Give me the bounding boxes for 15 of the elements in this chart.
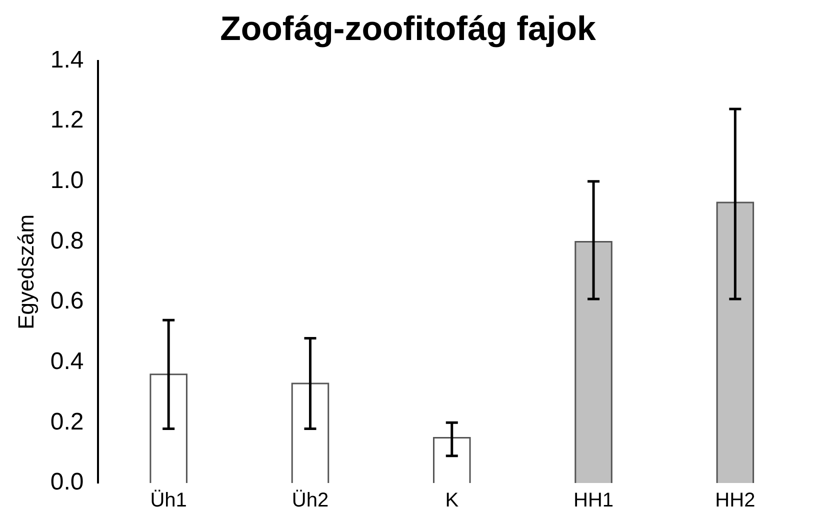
x-tick-label: HH2 [715, 490, 756, 512]
y-tick-label: 0.8 [50, 227, 84, 254]
y-tick-label: 0.6 [50, 288, 84, 315]
y-tick-label: 1.0 [50, 167, 84, 194]
y-axis-title: Egyedszám [13, 214, 38, 330]
y-tick-label: 0.0 [50, 468, 84, 496]
y-tick-label: 0.4 [50, 348, 84, 375]
x-tick-label: K [445, 490, 460, 512]
x-tick-label: HH1 [574, 490, 614, 512]
y-tick-label: 1.4 [50, 46, 84, 74]
y-tick-label: 1.2 [50, 106, 84, 134]
chart-title: Zoofág-zoofitofág fajok [220, 10, 596, 48]
x-tick-label: Üh2 [292, 490, 329, 512]
y-tick-label: 0.2 [50, 408, 84, 436]
x-tick-label: Üh1 [150, 490, 187, 512]
